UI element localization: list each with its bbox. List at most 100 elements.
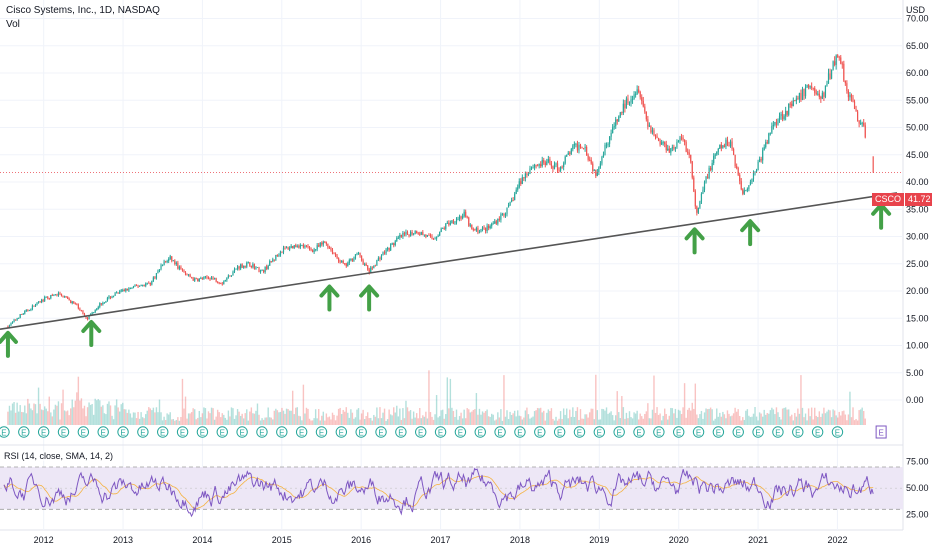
earnings-marker[interactable]: E xyxy=(534,426,546,438)
earnings-marker[interactable]: E xyxy=(454,426,467,438)
support-trendline[interactable] xyxy=(0,192,898,330)
earnings-marker[interactable]: E xyxy=(434,426,447,438)
candle-body xyxy=(781,113,784,120)
candle-body xyxy=(308,246,311,249)
candle-body xyxy=(777,119,779,125)
earnings-marker[interactable]: E xyxy=(514,426,526,438)
earnings-marker[interactable]: E xyxy=(57,426,70,438)
volume-bar xyxy=(622,407,625,425)
candle-body xyxy=(59,292,61,294)
volume-bar xyxy=(719,412,721,425)
volume-bar xyxy=(386,419,389,425)
candle-body xyxy=(209,277,211,280)
volume-bar xyxy=(550,408,553,425)
earnings-marker[interactable]: E xyxy=(0,426,10,438)
volume-bar xyxy=(123,409,125,425)
earnings-marker[interactable]: E xyxy=(276,426,288,438)
earnings-marker[interactable]: E xyxy=(792,426,804,438)
earnings-marker[interactable]: E xyxy=(573,426,586,438)
earnings-marker-upcoming[interactable]: E xyxy=(875,425,887,439)
earnings-marker[interactable]: E xyxy=(474,426,486,438)
earnings-marker[interactable]: E xyxy=(355,426,367,438)
candle-body xyxy=(474,229,476,231)
candle-body xyxy=(19,314,21,318)
earnings-marker[interactable]: E xyxy=(494,426,506,438)
earnings-marker[interactable]: E xyxy=(752,426,764,438)
earnings-marker[interactable]: E xyxy=(673,426,685,438)
earnings-marker[interactable]: E xyxy=(77,426,90,438)
volume-bar xyxy=(265,417,268,425)
earnings-marker[interactable]: E xyxy=(236,426,248,438)
earnings-marker[interactable]: E xyxy=(117,426,129,438)
volume-bar xyxy=(676,417,678,425)
earnings-marker[interactable]: E xyxy=(176,426,189,438)
earnings-marker[interactable]: E xyxy=(335,426,348,438)
earnings-marker[interactable]: E xyxy=(633,426,645,438)
earnings-marker[interactable]: E xyxy=(157,426,169,438)
earnings-marker[interactable]: E xyxy=(97,426,109,438)
earnings-marker[interactable]: E xyxy=(18,426,30,438)
earnings-marker[interactable]: E xyxy=(831,426,844,438)
candle-body xyxy=(518,181,520,188)
candle-body xyxy=(674,147,677,149)
volume-bar xyxy=(588,412,591,425)
candle-body xyxy=(481,227,484,230)
candle-body xyxy=(717,148,719,152)
earnings-marker[interactable]: E xyxy=(692,426,705,438)
earnings-marker[interactable]: E xyxy=(613,426,625,438)
price-tick-label: 55.00 xyxy=(906,95,929,105)
earnings-marker[interactable]: E xyxy=(37,426,50,438)
candle-body xyxy=(235,268,237,270)
volume-bar xyxy=(417,418,419,425)
candle-body xyxy=(207,277,210,279)
time-axis[interactable]: 2012 2013 2014 2015 2016 2017 2018 2019 2020 2021… xyxy=(34,535,848,545)
earnings-marker[interactable]: E xyxy=(553,426,566,438)
volume-bar xyxy=(771,407,773,425)
volume-bar xyxy=(824,413,827,425)
earnings-marker[interactable]: E xyxy=(415,426,427,438)
candle-body xyxy=(356,253,358,255)
volume-bar xyxy=(302,384,305,425)
candle-body xyxy=(700,193,703,202)
volume-bar xyxy=(157,412,159,425)
earnings-marker[interactable]: E xyxy=(216,426,228,438)
earnings-marker[interactable]: E xyxy=(772,426,784,438)
price-axis[interactable]: 0.00 5.00 10.00 15.00 20.00 25.00 30.00 35.00 40… xyxy=(906,14,929,406)
earnings-marker[interactable]: E xyxy=(137,426,149,438)
candle-body xyxy=(227,275,229,278)
candle-body xyxy=(794,100,796,102)
earnings-marker[interactable]: E xyxy=(653,426,665,438)
volume-bar xyxy=(206,418,208,425)
earnings-marker[interactable]: E xyxy=(256,426,268,438)
candle-body xyxy=(155,273,158,279)
volume-bar xyxy=(226,419,228,425)
earnings-marker[interactable]: E xyxy=(196,426,209,438)
earnings-marker[interactable]: E xyxy=(395,426,407,438)
volume-bar xyxy=(688,407,690,425)
volume-bar xyxy=(247,420,249,425)
earnings-marker[interactable]: E xyxy=(295,426,308,438)
candle-body xyxy=(582,147,585,149)
earnings-marker[interactable]: E xyxy=(593,426,606,438)
candle-body xyxy=(570,149,572,154)
volume-bar xyxy=(163,416,165,425)
svg-text:E: E xyxy=(438,429,443,438)
volume-bar xyxy=(313,418,315,425)
volume-bar xyxy=(674,408,677,425)
candle-body xyxy=(186,274,188,276)
earnings-marker[interactable]: E xyxy=(732,426,744,438)
rsi-line xyxy=(3,467,874,518)
volume-bar xyxy=(768,413,770,425)
earnings-marker[interactable]: E xyxy=(375,426,387,438)
volume-bar xyxy=(795,416,798,425)
rsi-tick-label: 25.00 xyxy=(906,510,929,520)
volume-bar xyxy=(847,414,850,425)
earnings-marker[interactable]: E xyxy=(315,426,328,438)
volume-bar xyxy=(765,414,767,425)
earnings-marker[interactable]: E xyxy=(712,426,725,438)
earnings-marker[interactable]: E xyxy=(811,426,824,438)
volume-bar xyxy=(210,407,213,425)
volume-bar xyxy=(60,403,63,425)
